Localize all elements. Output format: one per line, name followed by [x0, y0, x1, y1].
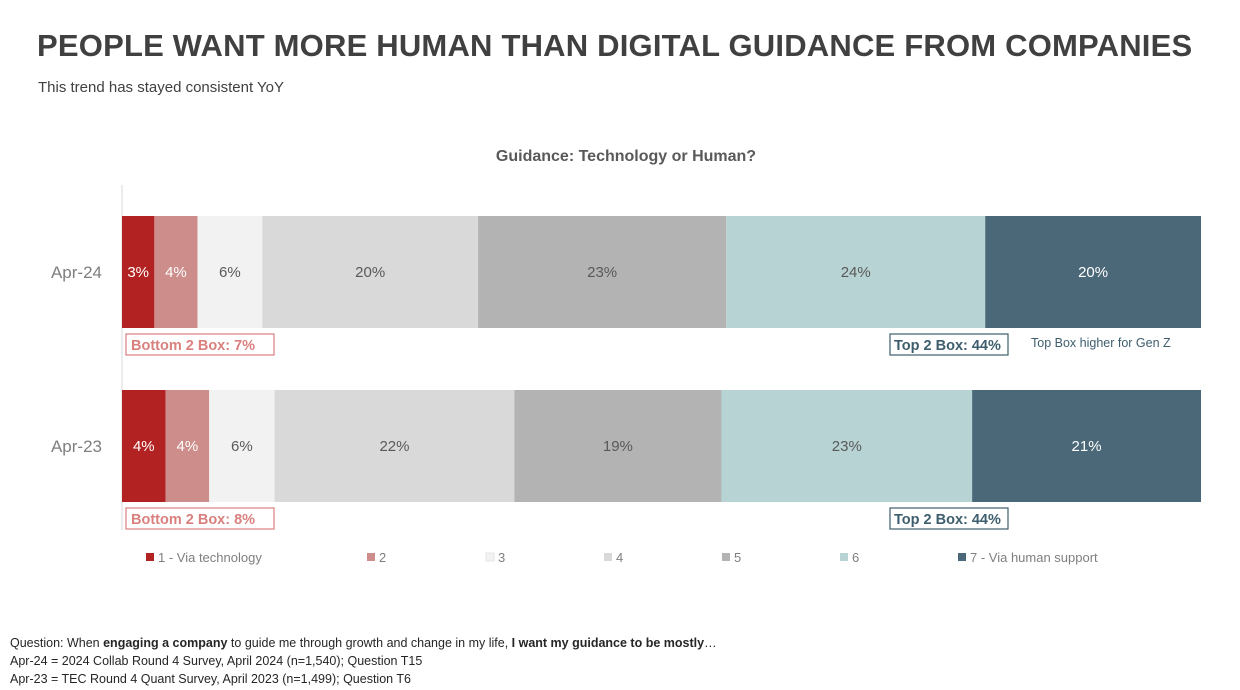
chart-title: Guidance: Technology or Human?	[495, 148, 757, 165]
legend-label-5: 5	[734, 550, 741, 565]
data-label-apr-23-series-7: 21%	[1072, 438, 1102, 455]
data-label-apr-23-series-3: 6%	[231, 438, 253, 455]
bar-apr-23-series-2	[165, 390, 210, 502]
data-label-apr-24-series-2: 4%	[165, 264, 187, 281]
legend-label-1: 1 - Via technology	[158, 550, 262, 565]
bar-apr-24-series-6	[726, 216, 986, 328]
data-label-apr-23-series-2: 4%	[177, 438, 199, 455]
top-2-box-label-apr-24: Top 2 Box: 44%	[894, 338, 1001, 354]
data-label-apr-24-series-6: 24%	[841, 264, 871, 281]
data-label-apr-24-series-5: 23%	[587, 264, 617, 281]
legend-label-4: 4	[616, 550, 623, 565]
data-label-apr-24-series-4: 20%	[355, 264, 385, 281]
bar-apr-23-series-1	[122, 390, 166, 502]
source-note-apr-23: Apr-23 = TEC Round 4 Quant Survey, April…	[10, 672, 411, 686]
bar-apr-24-series-7	[985, 216, 1201, 328]
legend-swatch-7	[958, 553, 966, 561]
legend-swatch-5	[722, 553, 730, 561]
legend-label-7: 7 - Via human support	[970, 550, 1098, 565]
bar-apr-23-series-4	[274, 390, 515, 502]
data-label-apr-24-series-1: 3%	[127, 264, 149, 281]
legend-label-6: 6	[852, 550, 859, 565]
legend-swatch-3	[485, 552, 495, 562]
data-label-apr-23-series-6: 23%	[832, 438, 862, 455]
bar-apr-23-series-6	[721, 390, 973, 502]
page-subtitle: This trend has stayed consistent YoY	[38, 79, 284, 96]
bottom-2-box-frame-apr-23	[125, 507, 275, 530]
page-title: PEOPLE WANT MORE HUMAN THAN DIGITAL GUID…	[37, 28, 1193, 63]
footnotes: Question: When engaging a company to gui…	[10, 634, 717, 688]
category-label-apr-24: Apr-24	[51, 263, 102, 282]
bar-apr-23-series-3	[209, 390, 275, 502]
question-note: Question: When engaging a company to gui…	[10, 636, 717, 650]
bottom-2-box-label-apr-23: Bottom 2 Box: 8%	[131, 512, 255, 528]
stacked-bar-chart: Apr-24 3% 4% 6% 20% 23% 24% 20% Apr-23 4% 4% 6% 22% 1…	[51, 185, 1201, 565]
top-2-box-label-apr-23: Top 2 Box: 44%	[894, 512, 1001, 528]
bar-apr-23-series-7	[972, 390, 1201, 502]
bar-apr-24-series-3	[197, 216, 263, 328]
bar-apr-24-series-2	[154, 216, 198, 328]
legend-swatch-4	[604, 553, 612, 561]
data-label-apr-24-series-7: 20%	[1078, 264, 1108, 281]
legend-swatch-6	[840, 553, 848, 561]
legend-swatch-1	[146, 553, 154, 561]
data-label-apr-23-series-5: 19%	[603, 438, 633, 455]
bottom-2-box-frame-apr-24	[125, 333, 275, 356]
source-note-apr-24: Apr-24 = 2024 Collab Round 4 Survey, Apr…	[10, 654, 423, 668]
bar-apr-24-series-4	[262, 216, 479, 328]
bottom-2-box-label-apr-24: Bottom 2 Box: 7%	[131, 338, 255, 354]
top-2-box-frame-apr-23	[889, 507, 1009, 530]
data-label-apr-23-series-4: 22%	[379, 438, 409, 455]
data-label-apr-23-series-1: 4%	[133, 438, 155, 455]
top-2-box-frame-apr-24	[889, 333, 1009, 356]
bar-apr-23-series-5	[514, 390, 722, 502]
legend-label-2: 2	[379, 550, 386, 565]
legend-swatch-2	[367, 553, 375, 561]
category-label-apr-23: Apr-23	[51, 437, 102, 456]
gen-z-note: Top Box higher for Gen Z	[1031, 336, 1171, 350]
bar-apr-24-series-5	[478, 216, 727, 328]
data-label-apr-24-series-3: 6%	[219, 264, 241, 281]
legend-label-3: 3	[498, 550, 505, 565]
bar-apr-24-series-1	[122, 216, 155, 328]
